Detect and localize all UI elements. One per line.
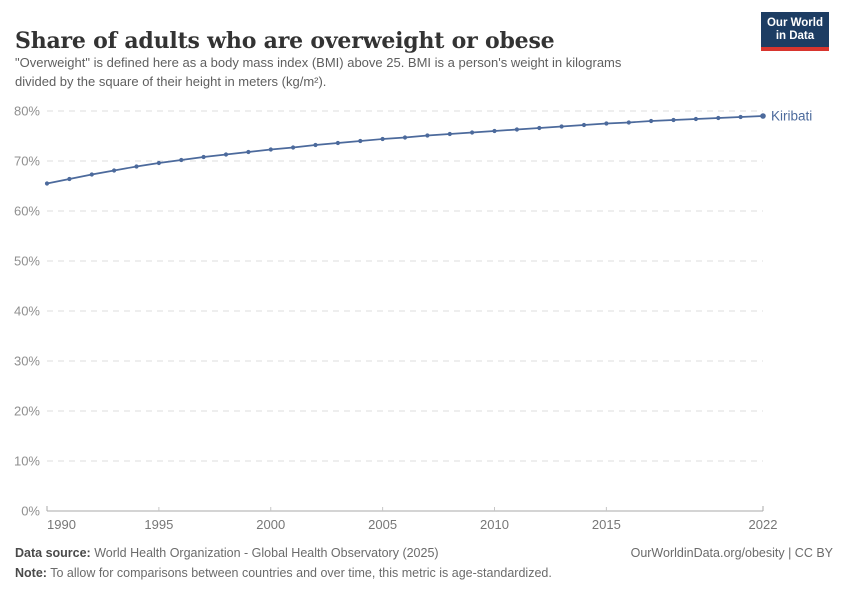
data-point[interactable] bbox=[716, 115, 721, 121]
line-chart: 0% 10% 20% 30% 40% 50% 60% 70% 80% 1990 1995 2000 20… bbox=[14, 104, 812, 533]
series-end-label[interactable]: Kiribati bbox=[771, 109, 812, 124]
data-point[interactable] bbox=[492, 128, 497, 134]
data-point[interactable] bbox=[358, 138, 363, 144]
data-point[interactable] bbox=[671, 117, 676, 123]
x-tick-label: 1990 bbox=[47, 517, 76, 532]
footer-source-row: Data source: World Health Organization -… bbox=[15, 543, 833, 563]
data-point[interactable] bbox=[201, 154, 206, 160]
data-point[interactable] bbox=[246, 149, 251, 155]
chart-subtitle-line1: "Overweight" is defined here as a body m… bbox=[15, 55, 622, 70]
data-point[interactable] bbox=[604, 121, 609, 126]
y-tick-label: 60% bbox=[14, 204, 40, 219]
data-point[interactable] bbox=[693, 116, 699, 122]
data-point[interactable] bbox=[760, 113, 766, 119]
x-tick-label: 2000 bbox=[256, 517, 285, 532]
data-point[interactable] bbox=[291, 145, 296, 150]
trend-line[interactable] bbox=[46, 115, 764, 185]
data-point[interactable] bbox=[649, 118, 654, 124]
data-point[interactable] bbox=[89, 172, 94, 177]
chart-subtitle-line2: divided by the square of their height in… bbox=[15, 74, 327, 89]
page-title: Share of adults who are overweight or ob… bbox=[15, 27, 555, 54]
data-point[interactable] bbox=[470, 130, 475, 135]
data-point[interactable] bbox=[626, 120, 631, 125]
y-tick-label: 30% bbox=[14, 354, 40, 369]
rights-link[interactable]: OurWorldinData.org/obesity | CC BY bbox=[630, 546, 833, 560]
owid-logo-line2: in Data bbox=[775, 30, 815, 42]
data-point[interactable] bbox=[223, 152, 229, 157]
y-tick-label: 80% bbox=[14, 104, 40, 119]
data-point[interactable] bbox=[134, 164, 139, 169]
footer-note-row: Note: To allow for comparisons between c… bbox=[15, 563, 833, 583]
data-point[interactable] bbox=[112, 168, 117, 173]
data-point[interactable] bbox=[44, 181, 50, 186]
data-point[interactable] bbox=[67, 176, 72, 182]
y-tick-label: 50% bbox=[14, 254, 40, 269]
data-source-value: World Health Organization - Global Healt… bbox=[90, 546, 439, 560]
y-tick-label: 10% bbox=[14, 454, 40, 469]
data-point[interactable] bbox=[581, 122, 587, 128]
y-tick-label: 70% bbox=[14, 154, 40, 169]
data-point[interactable] bbox=[268, 147, 273, 152]
data-point[interactable] bbox=[738, 114, 743, 120]
data-point[interactable] bbox=[537, 125, 542, 131]
x-tick-label: 2010 bbox=[480, 517, 509, 532]
chart-area[interactable]: 0% 10% 20% 30% 40% 50% 60% 70% 80% 1990 1995 2000 20… bbox=[0, 93, 850, 538]
data-point[interactable] bbox=[313, 142, 318, 148]
data-point[interactable] bbox=[179, 157, 184, 163]
data-point[interactable] bbox=[514, 127, 520, 132]
data-point[interactable] bbox=[380, 136, 385, 142]
x-tick-label: 2022 bbox=[749, 517, 778, 532]
y-tick-label: 40% bbox=[14, 304, 40, 319]
data-source-label: Data source: bbox=[15, 546, 91, 560]
y-tick-label: 0% bbox=[21, 504, 40, 519]
data-point[interactable] bbox=[402, 135, 408, 140]
note-label: Note: bbox=[15, 566, 47, 580]
data-point[interactable] bbox=[425, 133, 430, 138]
data-point[interactable] bbox=[559, 124, 564, 129]
x-tick-label: 1995 bbox=[144, 517, 173, 532]
data-point[interactable] bbox=[156, 160, 161, 166]
chart-footer: Data source: World Health Organization -… bbox=[15, 543, 833, 583]
data-point[interactable] bbox=[335, 140, 340, 146]
data-point[interactable] bbox=[447, 131, 452, 137]
data-source-text: Data source: World Health Organization -… bbox=[15, 543, 439, 563]
owid-logo[interactable]: Our World in Data bbox=[760, 12, 829, 51]
chart-subtitle: "Overweight" is defined here as a body m… bbox=[15, 53, 621, 91]
note-value: To allow for comparisons between countri… bbox=[46, 566, 552, 580]
y-tick-label: 20% bbox=[14, 404, 40, 419]
x-tick-label: 2015 bbox=[592, 517, 621, 532]
x-tick-label: 2005 bbox=[368, 517, 397, 532]
owid-logo-line1: Our World bbox=[766, 17, 823, 29]
